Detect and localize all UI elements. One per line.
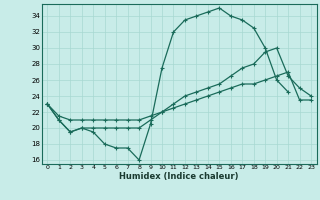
X-axis label: Humidex (Indice chaleur): Humidex (Indice chaleur)	[119, 172, 239, 181]
